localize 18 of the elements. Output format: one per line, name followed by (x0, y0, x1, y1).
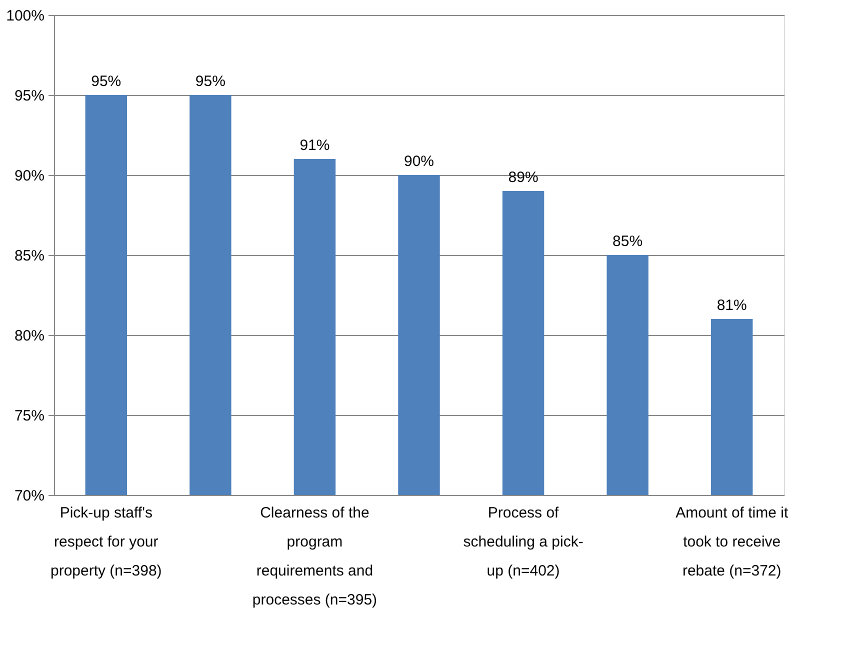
y-tick-label: 85% (14, 248, 44, 264)
y-tick-label: 80% (14, 328, 44, 344)
x-tick-label: Amount of time it took to receive rebate (n=372) (676, 504, 789, 580)
data-label: 81% (716, 297, 747, 314)
y-tick-label: 95% (14, 88, 44, 104)
x-tick-label: Process of scheduling a pick-up (n=402) (463, 504, 584, 580)
y-tick-label: 100% (6, 8, 44, 24)
y-tick-label: 70% (14, 488, 44, 504)
data-label: 85% (612, 233, 643, 250)
data-label: 89% (508, 169, 538, 186)
data-label: 95% (195, 73, 226, 90)
data-label: 95% (91, 73, 122, 90)
data-label: 91% (300, 137, 330, 154)
y-tick-label: 75% (14, 408, 44, 424)
y-tick-label: 90% (14, 168, 44, 184)
data-label: 90% (404, 153, 434, 170)
x-tick-label: Clearness of the program requirements and processes (n=395) (252, 504, 378, 608)
x-tick-label: Pick-up staff's respect for your property (n=398) (50, 504, 162, 580)
